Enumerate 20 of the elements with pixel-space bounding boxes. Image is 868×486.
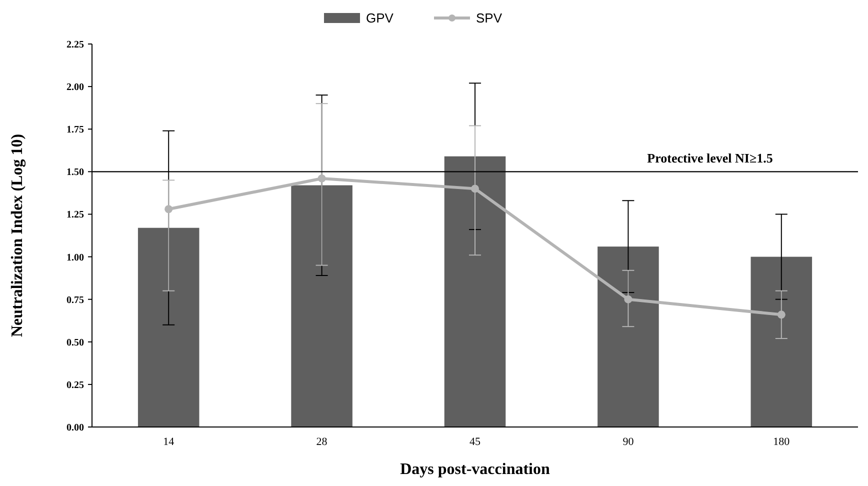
x-tick-label: 14 [163,436,175,448]
y-tick-label: 1.00 [66,252,84,264]
y-tick-label: 0.50 [66,337,84,348]
y-tick-label: 1.50 [66,167,84,178]
y-tick-label: 0.75 [66,294,84,306]
x-tick-label: 180 [773,436,790,448]
x-axis-title: Days post-vaccination [400,461,550,478]
x-tick-label: 28 [316,436,328,448]
y-tick-label: 0.25 [66,380,84,391]
y-tick-label: 2.25 [66,40,84,50]
y-tick-label: 0.00 [66,422,84,434]
legend-label: GPV [366,10,394,26]
ref-line-label: Protective level NI≥1.5 [647,150,774,166]
x-tick-label: 90 [622,436,634,448]
y-tick-label: 2.00 [66,82,84,94]
legend-label: SPV [476,10,502,26]
y-axis-title: Neutralization Index (Log 10) [9,134,26,338]
x-tick-label: 45 [470,436,481,448]
y-tick-label: 1.25 [66,210,84,221]
y-tick-label: 1.75 [66,124,84,136]
